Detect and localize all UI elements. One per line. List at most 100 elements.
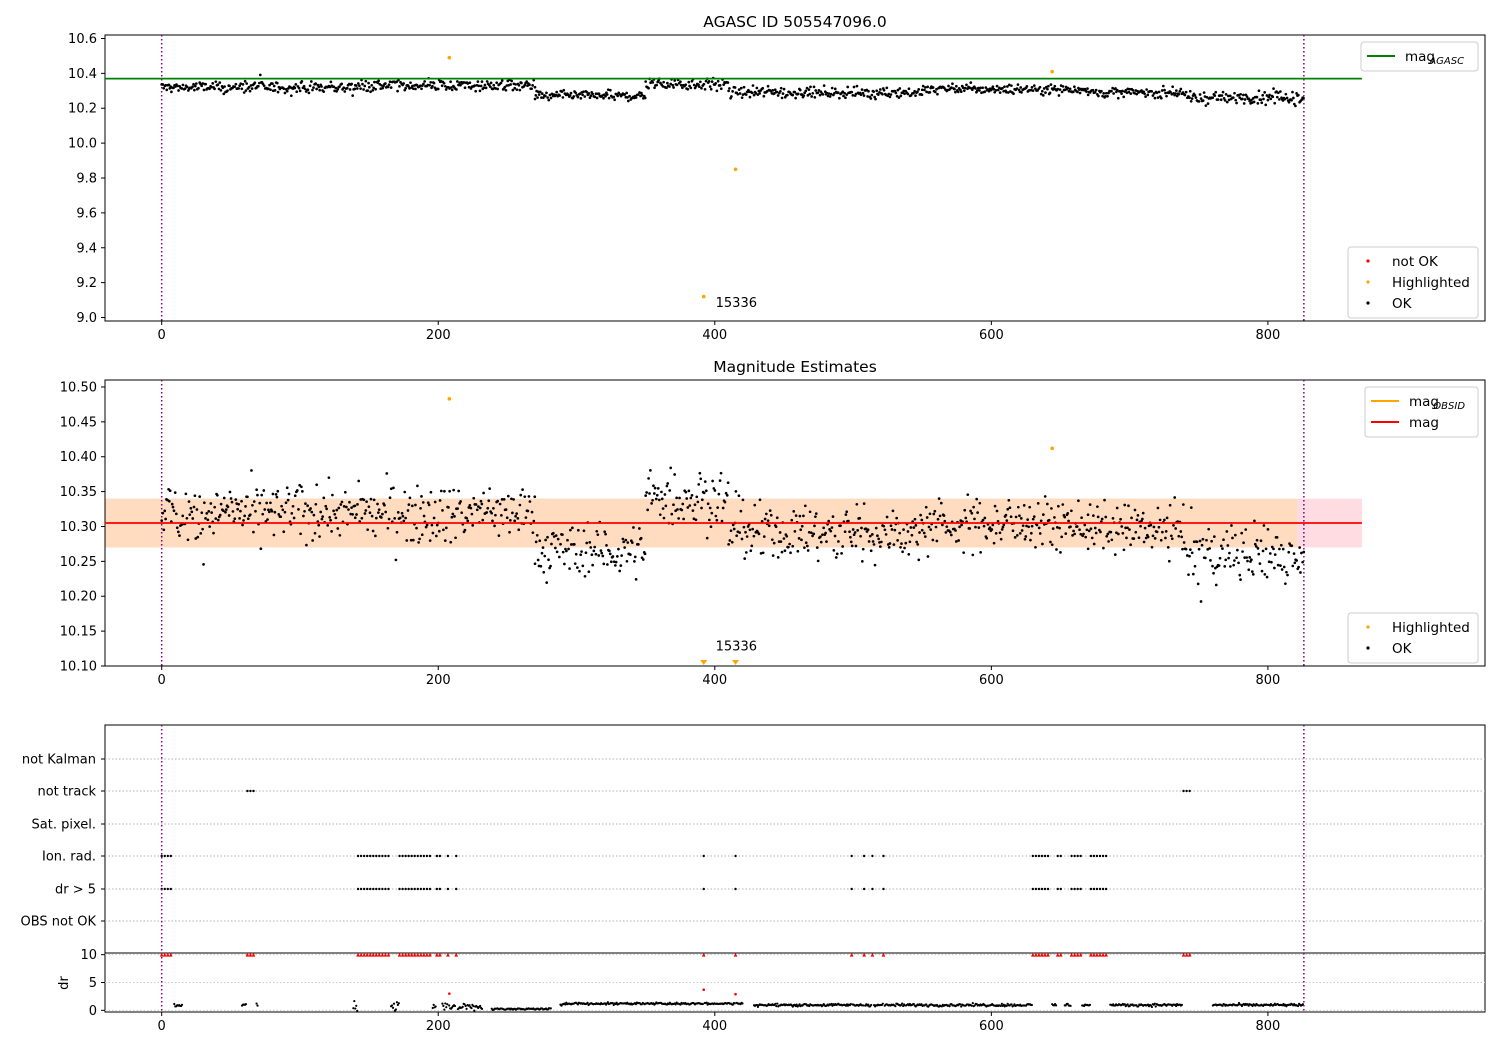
ok-point: [469, 506, 473, 510]
ok-point: [1287, 550, 1291, 554]
ok-point: [557, 555, 561, 559]
ok-point: [1256, 101, 1260, 105]
ok-point: [949, 533, 953, 537]
ok-point: [420, 495, 423, 498]
flag-point: [249, 789, 252, 793]
ok-point: [531, 531, 535, 535]
ok-point: [663, 493, 667, 496]
ok-point: [1124, 88, 1128, 92]
ok-point: [214, 517, 218, 520]
ok-point: [353, 87, 357, 91]
ok-point: [782, 537, 786, 540]
ok-point: [717, 492, 721, 496]
ok-point: [1053, 516, 1056, 519]
ok-point: [252, 530, 255, 534]
x-tick-label: 0: [158, 1019, 166, 1034]
ok-point: [1028, 505, 1032, 509]
legend-label: OK: [1392, 641, 1413, 657]
dr-ok-point: [862, 1004, 865, 1007]
ok-point: [1007, 498, 1011, 502]
ok-point: [605, 544, 608, 547]
ok-point: [202, 563, 205, 566]
ok-point: [1273, 553, 1277, 556]
ok-point: [633, 555, 637, 559]
ok-point: [1227, 98, 1231, 102]
ok-point: [947, 84, 950, 88]
ok-point: [613, 564, 617, 567]
ok-point: [324, 504, 328, 508]
row-label: not Kalman: [22, 753, 96, 768]
ok-point: [1193, 564, 1197, 568]
ok-point: [254, 509, 257, 513]
ok-point: [608, 552, 612, 556]
ok-point: [587, 92, 591, 95]
ok-point: [740, 96, 744, 100]
ok-point: [1194, 96, 1198, 99]
dr-ok-point: [355, 1004, 358, 1007]
ok-point: [660, 497, 664, 501]
ok-point: [1057, 94, 1061, 97]
ok-point: [1094, 531, 1098, 535]
x-tick-label: 600: [979, 328, 1004, 343]
ok-point: [422, 82, 425, 86]
ok-point: [1231, 96, 1235, 100]
ok-point: [354, 84, 358, 87]
ok-point: [1200, 543, 1204, 547]
ok-point: [651, 498, 654, 502]
ok-point: [629, 553, 632, 556]
ok-point: [611, 555, 615, 558]
ok-point: [572, 95, 576, 98]
ok-point: [992, 541, 996, 545]
ok-point: [693, 503, 697, 507]
ok-point: [355, 513, 358, 516]
ok-point: [704, 489, 708, 493]
ok-point: [489, 81, 493, 85]
ok-point: [912, 91, 915, 95]
dr-ok-point: [352, 1007, 355, 1010]
ok-point: [937, 497, 941, 500]
ok-point: [448, 489, 451, 493]
ok-point: [985, 536, 989, 540]
ok-point: [525, 80, 529, 83]
ok-point: [258, 73, 262, 77]
ok-point: [271, 492, 275, 496]
ok-point: [623, 546, 627, 549]
ok-point: [807, 88, 811, 91]
ok-point: [605, 93, 609, 96]
ok-point: [608, 88, 612, 92]
flag-point: [413, 854, 416, 858]
ok-point: [925, 516, 929, 519]
ok-point: [1060, 90, 1064, 94]
ok-point: [840, 552, 843, 555]
ok-point: [885, 86, 889, 90]
ok-point: [673, 79, 677, 82]
ok-point: [982, 524, 986, 528]
ok-point: [974, 87, 977, 90]
ok-point: [1068, 87, 1072, 91]
ok-point: [1027, 525, 1031, 529]
ok-point: [771, 554, 775, 557]
ok-point: [451, 512, 455, 516]
ok-point: [407, 503, 411, 506]
ok-point: [1211, 564, 1214, 568]
dr-clipped-marker: [1058, 952, 1063, 957]
flag-point: [416, 854, 419, 858]
ok-point: [1212, 535, 1216, 538]
ok-point: [906, 92, 910, 96]
ok-point: [962, 89, 966, 92]
dr-ok-point: [756, 1005, 760, 1008]
ok-point: [202, 501, 206, 505]
flag-point: [1095, 887, 1099, 891]
ok-point: [533, 495, 537, 499]
ok-point: [392, 486, 395, 490]
ok-point: [474, 503, 478, 506]
ok-point: [508, 518, 512, 522]
ok-point: [1129, 92, 1133, 95]
ok-point: [736, 92, 740, 96]
ok-point: [1084, 535, 1088, 539]
ok-point: [569, 528, 572, 532]
flag-point: [365, 854, 369, 858]
dr-ok-point: [464, 1004, 467, 1008]
flag-point: [1070, 854, 1073, 858]
